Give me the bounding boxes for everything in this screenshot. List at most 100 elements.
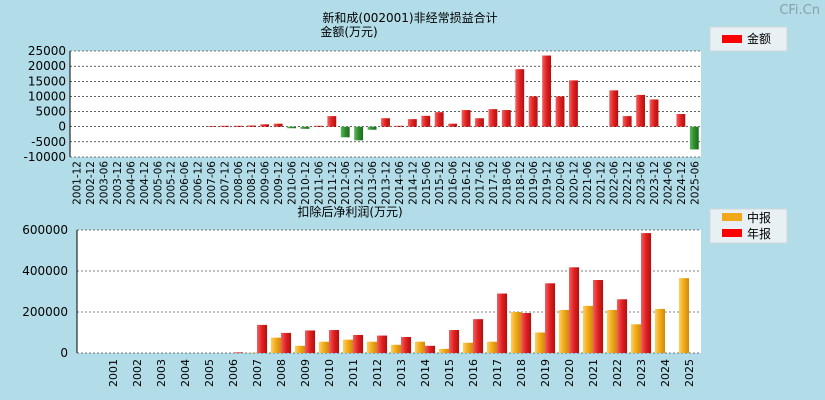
legend-swatch-amount <box>722 35 742 43</box>
chart1-xtick-label: 2016-06 <box>448 161 460 205</box>
chart1-bar-2024-12 <box>676 113 686 127</box>
chart2-bar-年报-2007 <box>257 324 268 353</box>
chart2-bar-年报-2021 <box>593 280 604 353</box>
chart1-xtick-label: 2008-12 <box>246 161 258 205</box>
chart1-bar-2014-06 <box>394 125 404 127</box>
watermark: CFi.Cn <box>779 3 820 18</box>
chart1-ytick-label: 20000 <box>28 59 66 73</box>
chart1-xtick-label: 2002-12 <box>85 161 97 205</box>
chart2-xtick-label: 2007 <box>251 359 264 387</box>
chart2-xtick-label: 2009 <box>299 359 312 387</box>
chart2-bar-中报-2011 <box>342 339 353 353</box>
chart1-xtick-label: 2017-12 <box>488 161 500 205</box>
chart1-xtick-label: 2018-06 <box>501 161 513 205</box>
chart2-xtick-label: 2021 <box>587 359 600 387</box>
chart1-xtick-label: 2005-06 <box>152 161 164 205</box>
chart1-xtick-label: 2009-12 <box>273 161 285 205</box>
chart1-xtick-label: 2010-06 <box>287 161 299 205</box>
chart2-xtick-label: 2016 <box>467 359 480 387</box>
chart1-xtick-label: 2025-06 <box>689 161 701 205</box>
chart1-xtick-label: 2020-12 <box>568 161 580 205</box>
legend-label-annual: 年报 <box>747 226 771 241</box>
chart2-bar-中报-2022 <box>606 309 617 353</box>
chart1-xtick-label: 2006-12 <box>193 161 205 205</box>
chart1-xtick-label: 2003-06 <box>99 161 111 205</box>
chart1-xtick-label: 2003-12 <box>112 161 124 205</box>
chart2-bar-年报-2014 <box>425 345 436 353</box>
chart1-bar-2014-12 <box>407 119 417 127</box>
chart1-xtick-label: 2021-06 <box>582 161 594 205</box>
chart2-xtick-label: 2004 <box>179 359 192 387</box>
chart2-bar-中报-2024 <box>654 308 665 353</box>
chart2-bar-年报-2015 <box>449 330 460 353</box>
chart2-bar-年报-2022 <box>617 299 628 353</box>
chart2-xtick-label: 2003 <box>155 359 168 387</box>
chart1-bar-2013-12 <box>381 118 390 127</box>
chart2-xtick-label: 2018 <box>515 359 528 387</box>
chart2-bar-年报-2009 <box>305 330 316 353</box>
chart1-bar-2011-12 <box>327 116 337 127</box>
chart2-bar-中报-2020 <box>558 309 569 353</box>
chart1-title: 新和成(002001)非经常损益合计 <box>322 10 497 25</box>
chart2-xtick-label: 2023 <box>635 359 648 387</box>
chart2-ytick-label: 400000 <box>22 264 68 278</box>
chart1-bar-2010-12 <box>300 126 310 129</box>
chart1-bar-2019-06 <box>528 96 538 127</box>
chart2-xtick-label: 2012 <box>371 359 384 387</box>
chart1-ytick-label: 5000 <box>35 105 66 119</box>
chart1-xtick-label: 2020-06 <box>555 161 567 205</box>
chart2-xtick-label: 2017 <box>491 359 504 387</box>
chart1-xtick-label: 2023-12 <box>649 161 661 205</box>
chart1-ytick-label: 25000 <box>28 44 66 58</box>
chart1-bar-2013-06 <box>367 126 377 130</box>
chart1-bar-2010-06 <box>287 126 296 129</box>
chart1-xtick-label: 2007-12 <box>219 161 231 205</box>
chart2-bar-中报-2021 <box>582 305 593 353</box>
chart2-bar-年报-2016 <box>473 319 484 353</box>
chart1-xtick-label: 2022-06 <box>609 161 621 205</box>
chart1-bar-2020-12 <box>569 80 578 127</box>
chart1-xtick-label: 2014-12 <box>407 161 419 205</box>
chart1-xtick-label: 2015-12 <box>434 161 446 205</box>
chart2-bar-中报-2018 <box>510 312 521 353</box>
chart2-xtick-label: 2001 <box>107 359 120 387</box>
chart1-bar-2015-12 <box>434 112 444 127</box>
chart1-xtick-label: 2017-06 <box>474 161 486 205</box>
chart2-xtick-label: 2020 <box>563 359 576 387</box>
chart1-xtick-label: 2014-06 <box>394 161 406 205</box>
chart2-bar-中报-2010 <box>318 341 329 353</box>
chart2-bar-年报-2023 <box>641 233 652 353</box>
chart1-bar-2022-06 <box>609 90 619 127</box>
chart1-bar-2020-06 <box>555 96 565 127</box>
chart1-xtick-label: 2019-06 <box>528 161 540 205</box>
chart2-xtick-label: 2014 <box>419 359 432 387</box>
chart1-xtick-label: 2018-12 <box>515 161 527 205</box>
chart1-ytick-label: -5000 <box>31 135 66 149</box>
chart1-bar-2011-06 <box>313 125 323 127</box>
chart1-ytick-label: 10000 <box>28 89 66 103</box>
chart2-xtick-label: 2010 <box>323 359 336 387</box>
chart1-bar-2017-12 <box>488 109 498 127</box>
chart1-xtick-label: 2015-06 <box>421 161 433 205</box>
chart2-legend: 中报 年报 <box>709 208 788 244</box>
chart2-ytick-label: 600000 <box>22 223 68 237</box>
chart2-xtick-label: 2025 <box>683 359 696 387</box>
chart1-xtick-label: 2012-12 <box>354 161 366 205</box>
chart1-xtick-label: 2009-06 <box>260 161 272 205</box>
chart1-bar-2012-12 <box>354 126 364 141</box>
chart2-bar-年报-2013 <box>401 337 412 353</box>
chart1-xtick-label: 2007-06 <box>206 161 218 205</box>
chart2-bar-中报-2015 <box>438 348 449 353</box>
chart2-bar-中报-2017 <box>486 341 497 353</box>
chart1-xtick-label: 2005-12 <box>166 161 178 205</box>
chart1-xtick-label: 2011-06 <box>313 161 325 205</box>
chart1-xtick-label: 2022-12 <box>622 161 634 205</box>
chart1-bar-2023-12 <box>649 99 659 127</box>
chart2-xtick-label: 2011 <box>347 359 360 387</box>
chart2-bar-中报-2013 <box>390 344 401 353</box>
chart1-xtick-label: 2004-06 <box>125 161 137 205</box>
chart1-bar-2023-06 <box>636 94 646 127</box>
chart2-bar-中报-2019 <box>534 332 545 353</box>
chart1-xtick-label: 2004-12 <box>139 161 151 205</box>
